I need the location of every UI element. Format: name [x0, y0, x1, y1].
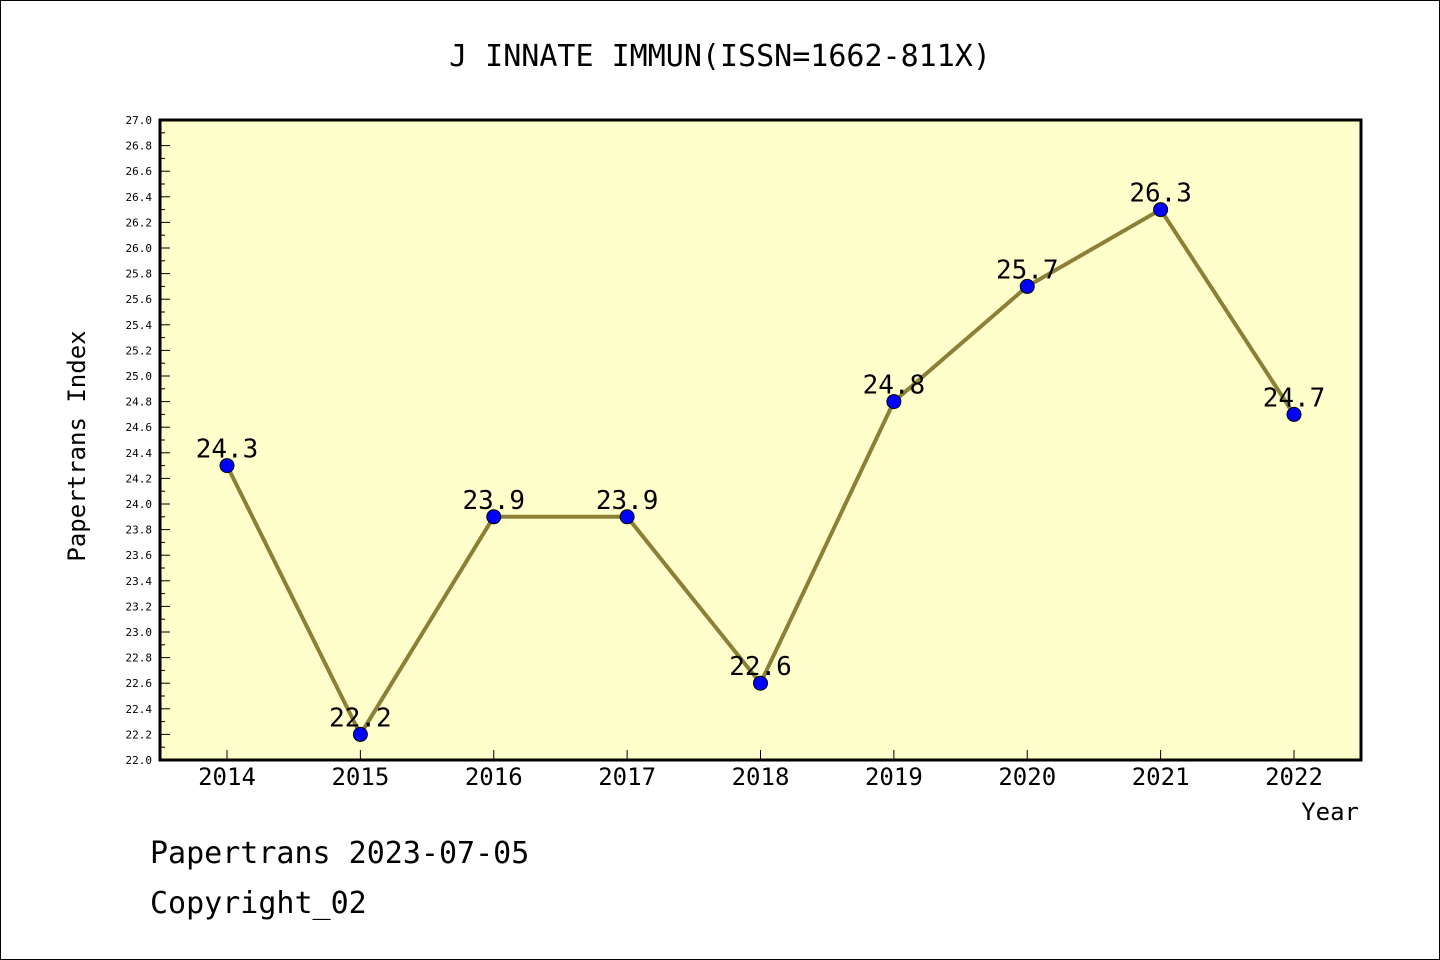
y-tick-label: 23.6 — [126, 549, 153, 562]
x-tick-label: 2021 — [1132, 763, 1190, 791]
y-tick-label: 26.0 — [126, 242, 153, 255]
data-point-marker — [486, 509, 502, 525]
data-point-marker — [619, 509, 635, 525]
x-tick-label: 2019 — [865, 763, 923, 791]
y-tick-label: 24.4 — [126, 447, 153, 460]
y-tick-label: 27.0 — [126, 114, 153, 127]
y-tick-label: 25.4 — [126, 319, 153, 332]
data-label: 23.9 — [462, 486, 525, 516]
data-point-marker — [352, 726, 368, 742]
data-point-marker — [753, 675, 768, 691]
y-tick-label: 22.2 — [126, 728, 153, 741]
y-tick-label: 22.4 — [126, 703, 153, 716]
y-tick-label: 26.2 — [126, 216, 153, 229]
y-tick-label: 26.8 — [126, 140, 153, 153]
y-axis-label: Papertrans Index — [63, 330, 91, 561]
x-tick-label: 2017 — [598, 763, 656, 791]
y-tick-label: 22.6 — [126, 677, 153, 690]
data-label: 22.2 — [329, 703, 392, 733]
x-tick-label: 2020 — [998, 763, 1056, 791]
x-tick-label: 2016 — [465, 763, 523, 791]
data-point-marker — [219, 458, 235, 474]
y-tick-label: 22.8 — [126, 652, 153, 665]
x-tick-label: 2022 — [1265, 763, 1323, 791]
data-label: 25.7 — [996, 255, 1059, 285]
y-tick-label: 23.4 — [126, 575, 153, 588]
y-tick-label: 26.6 — [126, 165, 153, 178]
y-tick-label: 22.0 — [126, 754, 153, 767]
y-tick-label: 25.8 — [126, 268, 153, 281]
footer-copyright: Copyright_02 — [150, 886, 367, 921]
data-label: 22.6 — [729, 652, 792, 682]
plot-area — [158, 118, 1363, 762]
data-point-marker — [1019, 278, 1035, 294]
footer-date: Papertrans 2023-07-05 — [150, 836, 530, 871]
data-label: 23.9 — [596, 486, 659, 516]
y-tick-label: 25.6 — [126, 293, 153, 306]
y-tick-label: 24.0 — [126, 498, 153, 511]
y-tick-label: 24.8 — [126, 396, 153, 409]
x-tick-label: 2018 — [732, 763, 790, 791]
y-tick-label: 23.2 — [126, 600, 153, 613]
chart-title: J INNATE IMMUN(ISSN=1662-811X) — [449, 39, 991, 74]
y-tick-label: 24.6 — [126, 421, 153, 434]
data-label: 26.3 — [1129, 179, 1192, 209]
data-point-marker — [1153, 202, 1169, 218]
y-tick-label: 24.2 — [126, 472, 153, 485]
y-tick-label: 26.4 — [126, 191, 153, 204]
x-axis: 2014 2015 2016 2017 2018 2019 2020 2021 2022 — [198, 750, 1323, 791]
y-tick-label: 23.8 — [126, 524, 153, 537]
data-label: 24.8 — [863, 371, 926, 401]
y-tick-label: 25.2 — [126, 344, 153, 357]
data-point-marker — [1286, 406, 1302, 422]
x-tick-label: 2014 — [198, 763, 256, 791]
data-point-marker — [886, 394, 902, 410]
y-axis: 22.0 22.2 22.4 22.6 22.8 23.0 23.2 23.4 23.6 23.8… — [126, 114, 170, 767]
x-tick-label: 2015 — [331, 763, 389, 791]
data-label: 24.3 — [196, 435, 259, 465]
x-axis-label: Year — [1301, 798, 1359, 826]
data-label: 24.7 — [1263, 383, 1326, 413]
y-tick-label: 25.0 — [126, 370, 153, 383]
series-line-group: 24.3 22.2 23.9 23.9 22.6 24.8 25.7 26.3 24.7 — [196, 179, 1326, 742]
y-tick-label: 23.0 — [126, 626, 153, 639]
